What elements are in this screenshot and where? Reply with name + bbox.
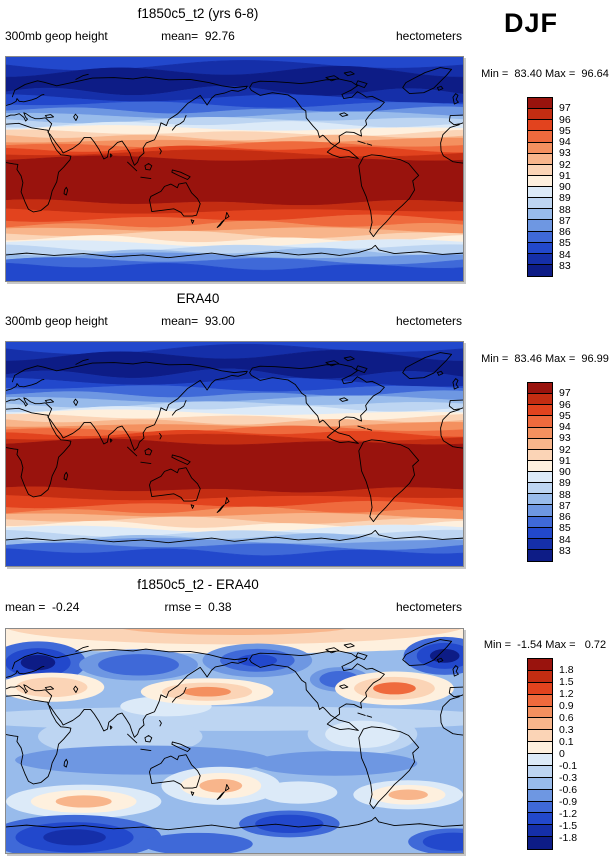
- colorbar-cells: [527, 97, 553, 277]
- map-field: [6, 57, 463, 281]
- panel-difference: f1850c5_t2 - ERA40 mean = -0.24 rmse = 0…: [0, 571, 614, 856]
- colorbar-labels: 97 96 95 94 93 92 91 90 89 88 87 86 85 84 83: [559, 102, 571, 272]
- panel-title: f1850c5_t2 - ERA40: [137, 577, 259, 592]
- colorbar: 97 96 95 94 93 92 91 90 89 88 87 86 85 84 83: [527, 97, 571, 277]
- units-label: hectometers: [395, 314, 462, 328]
- panel-model: f1850c5_t2 (yrs 6-8) 300mb geop height m…: [0, 0, 614, 285]
- map-field: [6, 629, 463, 853]
- minmax-label: Min = 83.46 Max = 96.99: [481, 353, 609, 365]
- mean-label: mean = -0.24: [5, 600, 80, 614]
- panel-title: ERA40: [176, 291, 220, 306]
- colorbar-cells: [527, 658, 553, 850]
- world-map-model: [5, 56, 464, 282]
- colorbar: 1.8 1.5 1.2 0.9 0.6 0.3 0.1 0 -0.1 -0.3 -0.6 -0.9 -1…: [527, 658, 577, 850]
- panel-title: f1850c5_t2 (yrs 6-8): [137, 6, 259, 21]
- field-label: 300mb geop height: [5, 29, 108, 43]
- world-map-era40: [5, 341, 464, 567]
- field-label: 300mb geop height: [5, 314, 108, 328]
- mean-label: mean= 92.76: [161, 29, 235, 43]
- units-label: hectometers: [395, 600, 462, 614]
- minmax-label: Min = 83.40 Max = 96.64: [481, 68, 609, 80]
- colorbar-labels: 1.8 1.5 1.2 0.9 0.6 0.3 0.1 0 -0.1 -0.3 -0.6 -0.9 -1…: [559, 663, 578, 844]
- world-map-difference: [5, 628, 464, 854]
- units-label: hectometers: [395, 29, 462, 43]
- panel-era40: ERA40 300mb geop height mean= 93.00 hect…: [0, 285, 614, 570]
- colorbar-cells: [527, 382, 553, 562]
- minmax-label: Min = -1.54 Max = 0.72: [483, 639, 607, 651]
- season-label: DJF: [504, 8, 559, 38]
- rmse-label: rmse = 0.38: [164, 600, 232, 614]
- mean-label: mean= 93.00: [161, 314, 235, 328]
- colorbar-labels: 97 96 95 94 93 92 91 90 89 88 87 86 85 84 83: [559, 387, 571, 557]
- colorbar: 97 96 95 94 93 92 91 90 89 88 87 86 85 84 83: [527, 382, 571, 562]
